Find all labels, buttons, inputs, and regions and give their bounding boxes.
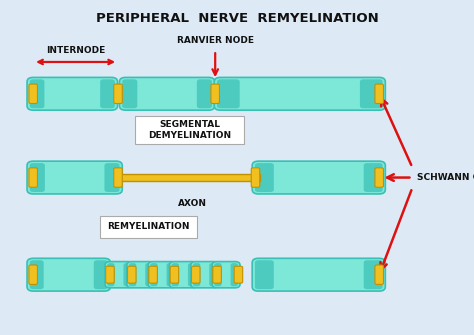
Text: REMYELINATION: REMYELINATION: [107, 222, 190, 231]
FancyBboxPatch shape: [170, 262, 197, 288]
FancyBboxPatch shape: [211, 84, 219, 104]
FancyBboxPatch shape: [191, 266, 200, 283]
FancyBboxPatch shape: [217, 79, 240, 108]
FancyBboxPatch shape: [252, 161, 385, 194]
FancyBboxPatch shape: [107, 263, 115, 286]
Bar: [115, 174, 260, 181]
FancyBboxPatch shape: [375, 265, 383, 284]
FancyBboxPatch shape: [166, 263, 174, 286]
FancyBboxPatch shape: [209, 263, 217, 286]
FancyBboxPatch shape: [106, 266, 114, 283]
FancyBboxPatch shape: [364, 163, 383, 192]
FancyBboxPatch shape: [129, 263, 137, 286]
FancyBboxPatch shape: [375, 168, 383, 187]
FancyBboxPatch shape: [214, 77, 385, 110]
FancyBboxPatch shape: [364, 260, 383, 289]
FancyBboxPatch shape: [114, 84, 122, 104]
Text: PERIPHERAL  NERVE  REMYELINATION: PERIPHERAL NERVE REMYELINATION: [96, 12, 378, 25]
FancyBboxPatch shape: [255, 163, 274, 192]
FancyBboxPatch shape: [119, 77, 215, 110]
FancyBboxPatch shape: [128, 266, 136, 283]
Text: SCHWANN CELLS: SCHWANN CELLS: [417, 173, 474, 182]
FancyBboxPatch shape: [30, 163, 45, 192]
FancyBboxPatch shape: [135, 116, 244, 144]
FancyBboxPatch shape: [100, 79, 115, 108]
FancyBboxPatch shape: [214, 263, 222, 286]
FancyBboxPatch shape: [148, 262, 176, 288]
FancyBboxPatch shape: [104, 163, 119, 192]
FancyBboxPatch shape: [149, 266, 157, 283]
FancyBboxPatch shape: [197, 79, 212, 108]
Text: AXON: AXON: [177, 199, 207, 208]
FancyBboxPatch shape: [100, 216, 197, 238]
FancyBboxPatch shape: [170, 266, 179, 283]
FancyBboxPatch shape: [127, 262, 155, 288]
FancyBboxPatch shape: [150, 263, 158, 286]
FancyBboxPatch shape: [375, 84, 383, 104]
FancyBboxPatch shape: [191, 262, 219, 288]
FancyBboxPatch shape: [251, 168, 260, 187]
FancyBboxPatch shape: [234, 266, 243, 283]
FancyBboxPatch shape: [123, 263, 131, 286]
FancyBboxPatch shape: [172, 263, 179, 286]
FancyBboxPatch shape: [94, 260, 108, 289]
Text: INTERNODE: INTERNODE: [46, 46, 105, 55]
FancyBboxPatch shape: [29, 168, 37, 187]
FancyBboxPatch shape: [27, 77, 118, 110]
FancyBboxPatch shape: [255, 260, 274, 289]
FancyBboxPatch shape: [213, 266, 221, 283]
FancyBboxPatch shape: [30, 79, 45, 108]
FancyBboxPatch shape: [105, 262, 133, 288]
FancyBboxPatch shape: [122, 79, 137, 108]
FancyBboxPatch shape: [29, 265, 37, 284]
FancyBboxPatch shape: [193, 263, 201, 286]
Text: SEGMENTAL
DEMYELINATION: SEGMENTAL DEMYELINATION: [148, 120, 231, 140]
FancyBboxPatch shape: [27, 258, 110, 291]
FancyBboxPatch shape: [188, 263, 195, 286]
Text: RANVIER NODE: RANVIER NODE: [177, 36, 254, 45]
FancyBboxPatch shape: [29, 84, 37, 104]
FancyBboxPatch shape: [230, 263, 238, 286]
FancyBboxPatch shape: [252, 258, 385, 291]
FancyBboxPatch shape: [360, 79, 383, 108]
FancyBboxPatch shape: [212, 262, 240, 288]
FancyBboxPatch shape: [114, 168, 122, 187]
FancyBboxPatch shape: [27, 161, 122, 194]
FancyBboxPatch shape: [30, 260, 44, 289]
FancyBboxPatch shape: [145, 263, 153, 286]
